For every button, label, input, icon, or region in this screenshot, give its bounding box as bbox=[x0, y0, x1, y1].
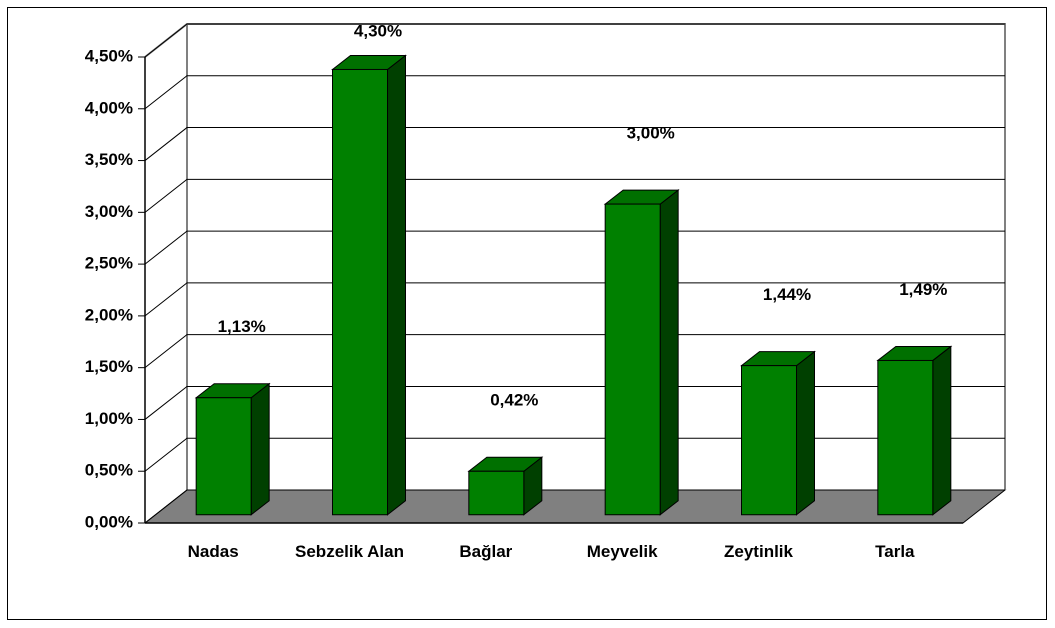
bar-side bbox=[932, 345, 952, 516]
grid-line bbox=[144, 489, 1005, 524]
grid-line bbox=[144, 127, 1005, 161]
y-tick-label: 3,50% bbox=[85, 150, 133, 169]
floor bbox=[143, 489, 1007, 524]
x-tick-label: Meyvelik bbox=[586, 542, 658, 561]
x-tick-label: Tarla bbox=[875, 542, 915, 561]
y-tick-label: 4,50% bbox=[85, 46, 133, 65]
bar bbox=[877, 359, 934, 516]
x-tick-label: Zeytinlik bbox=[724, 542, 793, 561]
y-tick-label: 2,50% bbox=[85, 254, 133, 273]
bar bbox=[332, 68, 388, 516]
y-tick-label: 2,00% bbox=[85, 305, 133, 324]
grid-line bbox=[144, 385, 1005, 420]
y-tick-label: 0,50% bbox=[85, 461, 133, 480]
data-label: 1,13% bbox=[218, 317, 266, 336]
bar-side bbox=[250, 382, 270, 516]
bar-side bbox=[796, 350, 815, 516]
y-tick-label: 4,00% bbox=[85, 98, 133, 117]
data-label: 1,49% bbox=[899, 280, 947, 299]
bar bbox=[741, 365, 797, 516]
chart-frame bbox=[7, 7, 1047, 620]
x-tick-label: Nadas bbox=[187, 542, 239, 561]
grid-line bbox=[144, 437, 1005, 472]
data-label: 1,44% bbox=[763, 285, 811, 304]
x-tick-label: Bağlar bbox=[459, 542, 513, 561]
grid-line bbox=[144, 334, 1005, 369]
grid-line bbox=[144, 282, 1005, 317]
x-tick-label: Sebzelik Alan bbox=[295, 542, 404, 561]
data-label: 0,42% bbox=[490, 391, 538, 410]
bar bbox=[468, 470, 525, 516]
data-label: 3,00% bbox=[627, 124, 675, 143]
grid-line bbox=[144, 230, 1005, 265]
bar bbox=[195, 397, 252, 516]
data-label: 4,30% bbox=[354, 21, 402, 40]
grid-line bbox=[144, 75, 1005, 110]
y-tick-label: 3,00% bbox=[85, 202, 133, 221]
grid-line bbox=[144, 178, 1005, 213]
grid-line bbox=[144, 23, 1005, 58]
y-tick-label: 0,00% bbox=[85, 512, 133, 531]
bar-side bbox=[659, 189, 679, 516]
bar-side bbox=[387, 54, 406, 516]
bar bbox=[604, 203, 661, 516]
y-tick-label: 1,50% bbox=[85, 357, 133, 376]
y-tick-label: 1,00% bbox=[85, 409, 133, 428]
